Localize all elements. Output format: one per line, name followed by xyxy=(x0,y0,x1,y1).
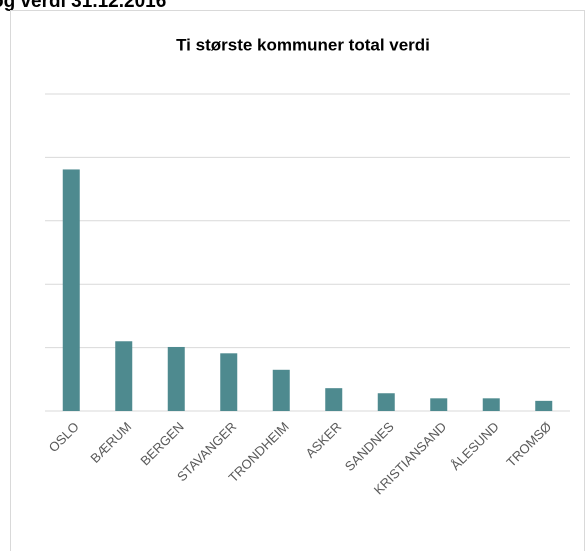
bar xyxy=(62,169,80,411)
bar xyxy=(272,369,290,411)
bar xyxy=(535,400,553,411)
chart-frame xyxy=(10,10,585,551)
chart-title: Ti største kommuner total verdi xyxy=(176,35,430,54)
bar xyxy=(115,341,133,411)
bar xyxy=(377,393,395,411)
page-heading: og verdi 31.12.2016 xyxy=(0,0,166,12)
bar xyxy=(220,353,238,411)
bar xyxy=(325,388,343,411)
bar xyxy=(167,346,185,411)
bar xyxy=(430,398,448,411)
bar xyxy=(482,398,500,411)
